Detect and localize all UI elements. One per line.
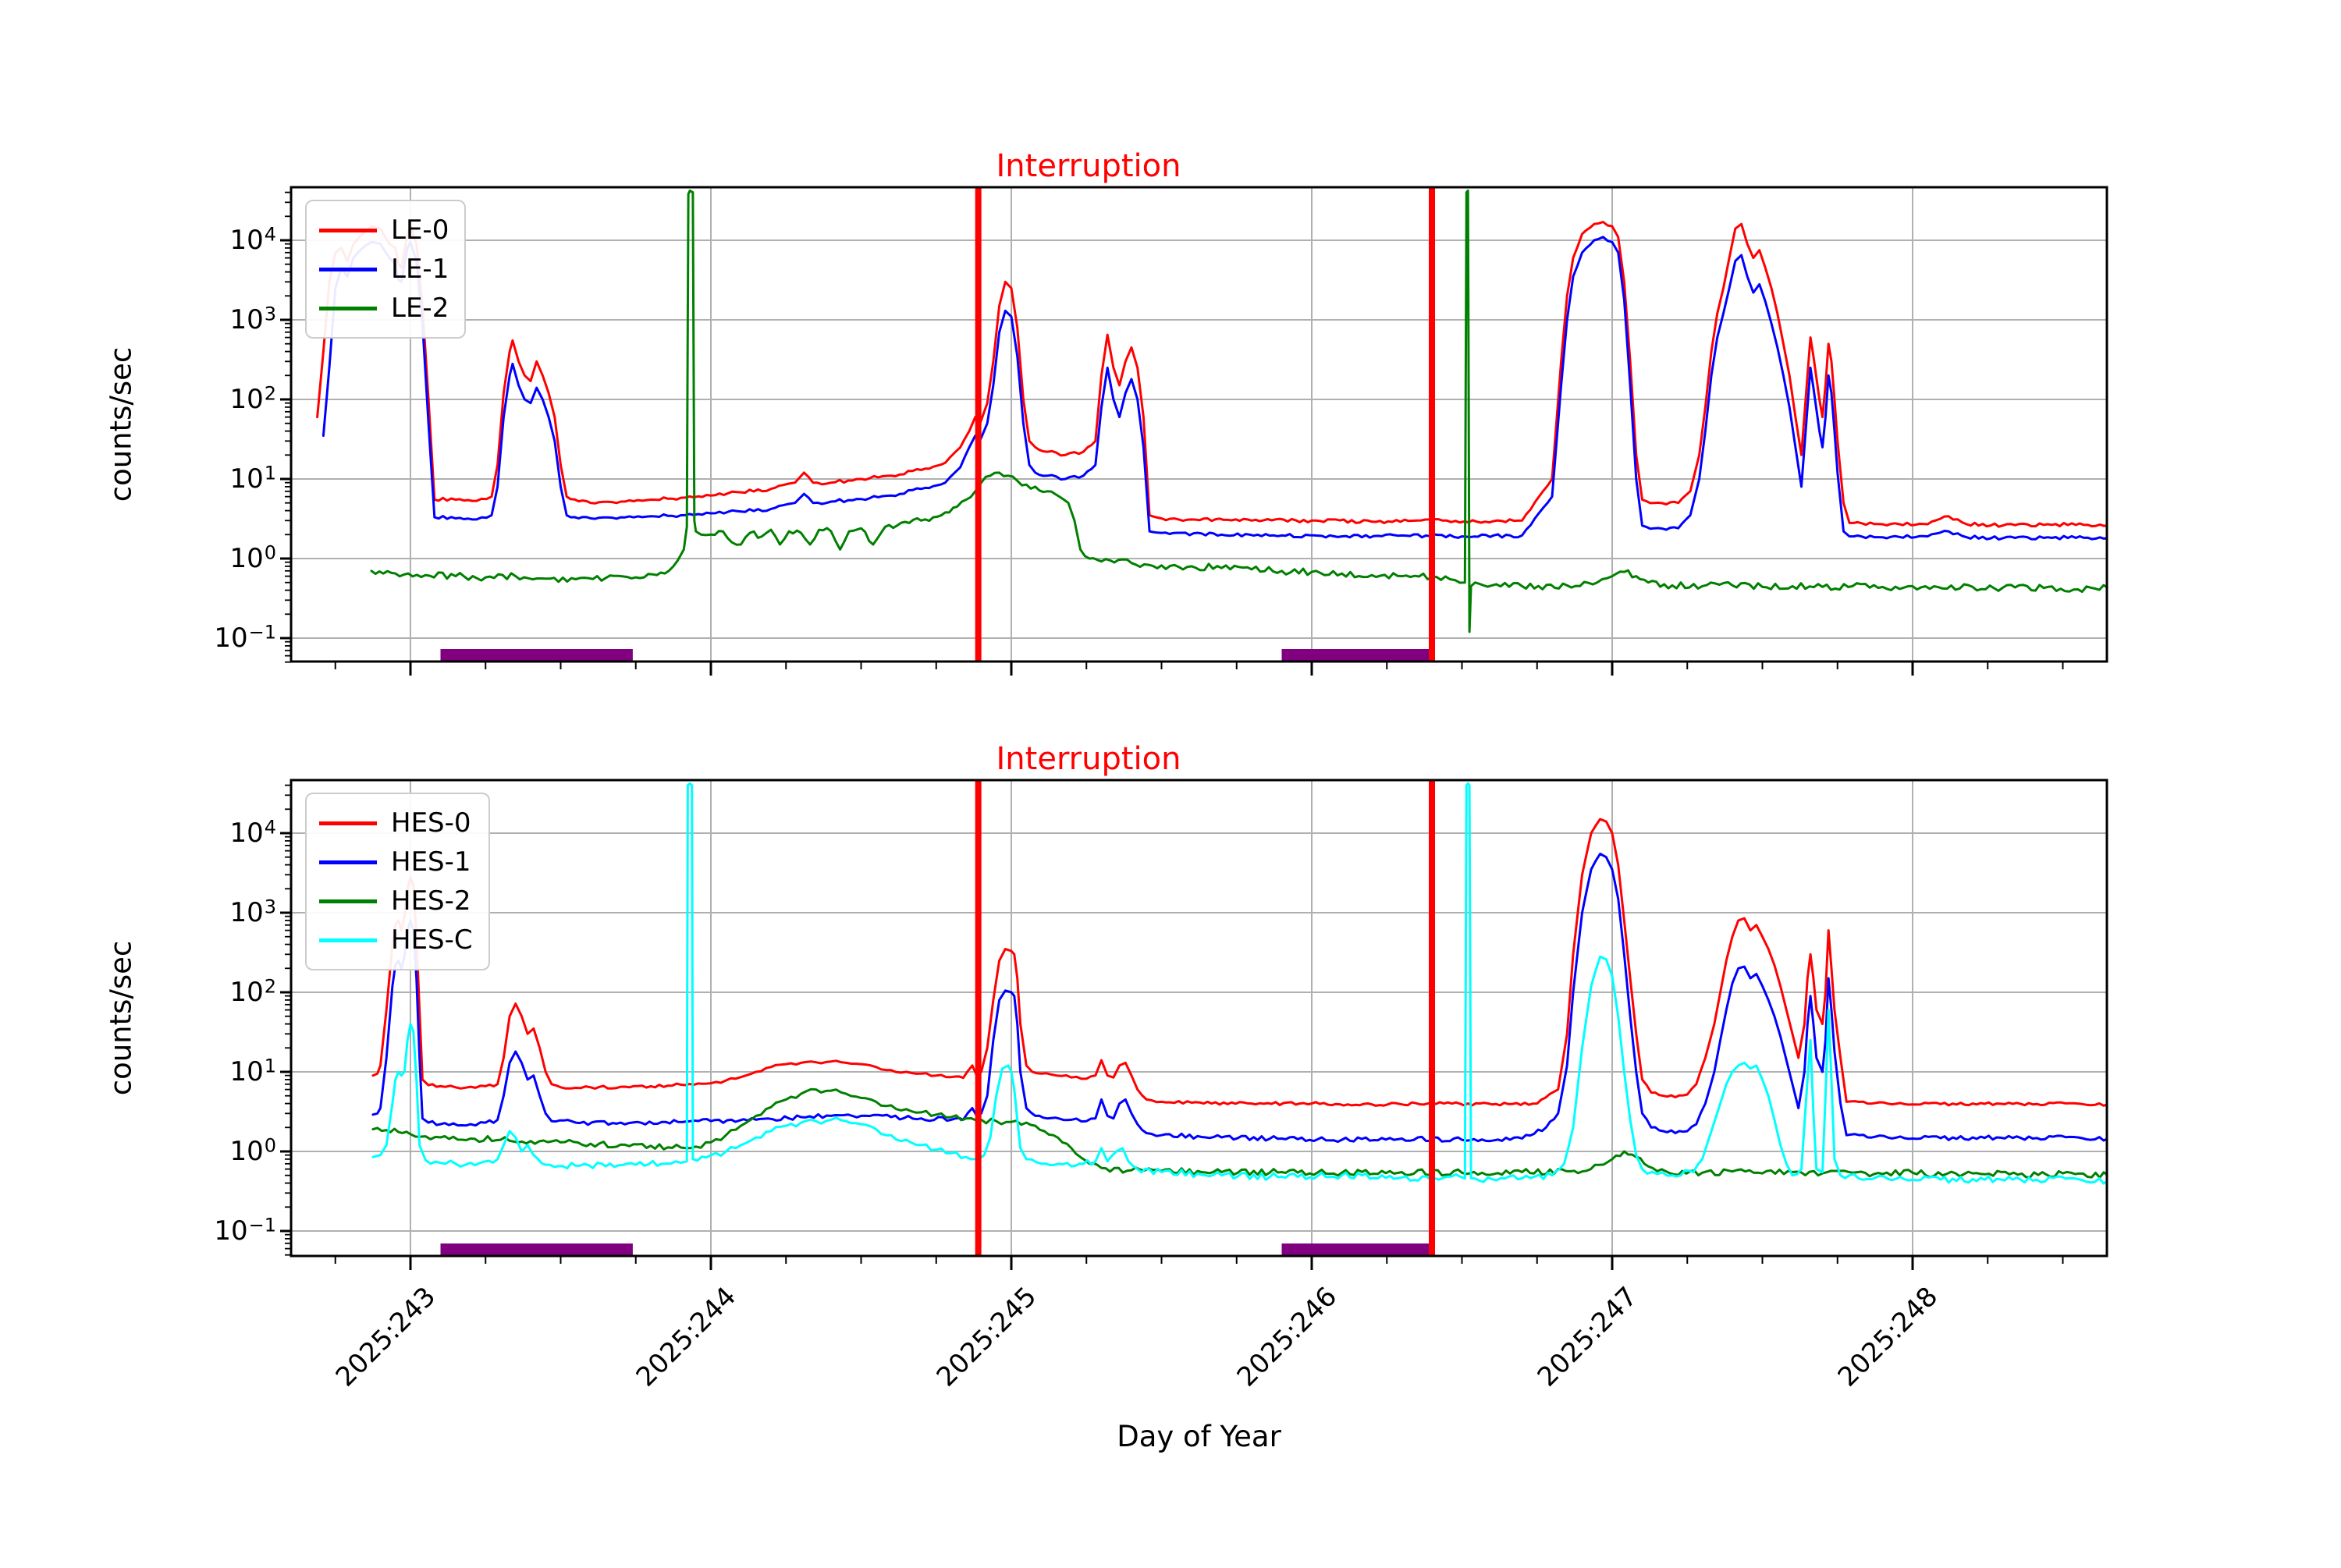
- y-tick-label: 103: [229, 896, 276, 928]
- legend-label: HES-0: [391, 807, 471, 839]
- legend-item: HES-1: [319, 843, 473, 882]
- series-le-2: [370, 189, 2107, 633]
- legend-label: HES-1: [391, 846, 471, 878]
- coverage-span-bar: [440, 1243, 633, 1256]
- hes0-line-swatch: [319, 821, 377, 825]
- series-hes-0: [371, 818, 2107, 1107]
- le2-line-swatch: [319, 306, 377, 310]
- y-tick-label: 103: [229, 303, 276, 335]
- hes1-line-swatch: [319, 860, 377, 864]
- y-tick-label: 101: [229, 462, 276, 495]
- top-plot-title: Interruption: [996, 148, 1181, 184]
- y-axis-label-top: counts/sec: [104, 346, 138, 502]
- x-axis-label: Day of Year: [1117, 1420, 1281, 1453]
- bottom-plot: [280, 779, 2108, 1270]
- series-hes-1: [371, 853, 2107, 1144]
- le1-line-swatch: [319, 267, 377, 271]
- legend-item: LE-1: [319, 250, 449, 289]
- plot-frame: [290, 186, 2108, 663]
- legend-label: LE-1: [391, 254, 449, 285]
- legend-item: LE-2: [319, 289, 449, 328]
- y-tick-label: 104: [229, 816, 276, 849]
- bottom-plot-title: Interruption: [996, 741, 1181, 777]
- legend-item: HES-C: [319, 921, 473, 960]
- hesc-line-swatch: [319, 938, 377, 942]
- series-le-0: [316, 221, 2107, 528]
- series-le-1: [321, 236, 2107, 541]
- legend-item: LE-0: [319, 211, 449, 250]
- top-plot: [280, 186, 2108, 676]
- y-tick-label: 10−1: [214, 1214, 276, 1247]
- legend-label: HES-2: [391, 885, 471, 917]
- hes2-line-swatch: [319, 899, 377, 903]
- coverage-span-bar: [440, 649, 633, 662]
- y-tick-label: 10−1: [214, 621, 276, 654]
- y-tick-label: 100: [229, 1134, 276, 1167]
- legend-item: HES-2: [319, 882, 473, 921]
- y-tick-label: 102: [229, 382, 276, 415]
- series-hes-c: [371, 782, 2107, 1185]
- legend-label: LE-0: [391, 215, 449, 246]
- y-tick-label: 102: [229, 975, 276, 1008]
- legend-item: HES-0: [319, 804, 473, 843]
- y-tick-label: 100: [229, 541, 276, 574]
- y-axis-label-bottom: counts/sec: [104, 940, 138, 1096]
- legend-label: LE-2: [391, 293, 449, 324]
- legend-label: HES-C: [391, 924, 473, 956]
- plot-frame: [290, 779, 2108, 1258]
- legend-top: LE-0 LE-1 LE-2: [305, 200, 467, 339]
- coverage-span-bar: [1281, 649, 1432, 662]
- coverage-span-bar: [1281, 1243, 1432, 1256]
- y-tick-label: 104: [229, 223, 276, 256]
- le0-line-swatch: [319, 228, 377, 232]
- series-hes-2: [371, 1087, 2107, 1179]
- legend-bottom: HES-0 HES-1 HES-2 HES-C: [305, 793, 490, 970]
- y-tick-label: 101: [229, 1055, 276, 1087]
